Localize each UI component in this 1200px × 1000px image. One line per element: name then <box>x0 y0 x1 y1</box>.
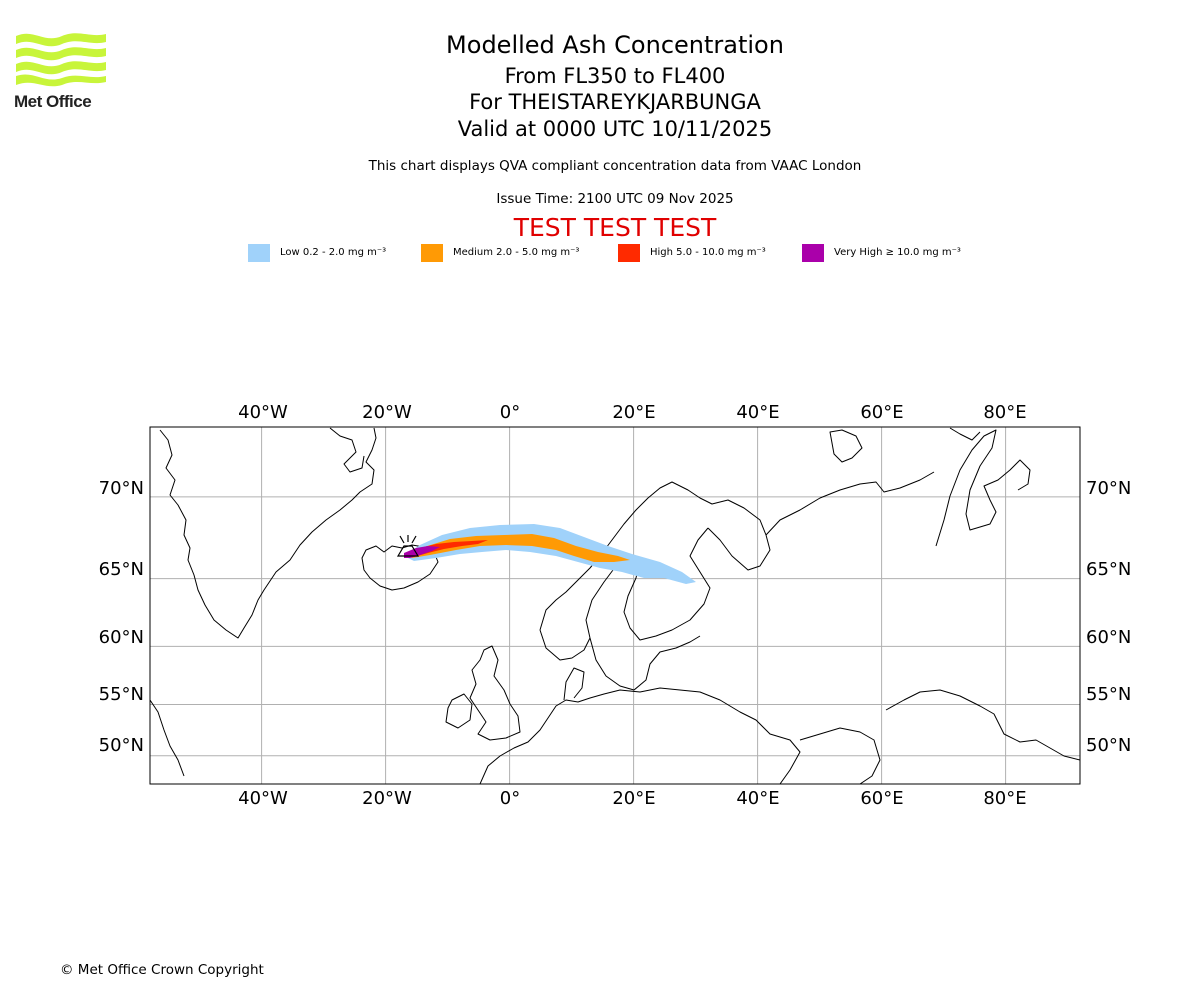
met-office-logo: Met Office <box>14 30 108 112</box>
chart-title: Modelled Ash Concentration <box>446 31 784 59</box>
lat-label-right: 50°N <box>1086 735 1131 756</box>
lat-label-left: 70°N <box>99 478 144 499</box>
coastline-norway-south <box>539 629 591 661</box>
coastline-europe <box>479 687 801 784</box>
lon-label-bottom: 80°E <box>983 788 1026 809</box>
flight-levels: From FL350 to FL400 <box>504 64 726 88</box>
lon-label-top: 0° <box>500 402 520 423</box>
coastline-denmark <box>563 667 585 701</box>
copyright: © Met Office Crown Copyright <box>60 962 264 978</box>
test-banner: TEST TEST TEST <box>513 213 717 242</box>
legend-swatch-very-high <box>802 244 824 262</box>
lat-label-right: 70°N <box>1086 478 1131 499</box>
coastline-baltic <box>589 635 701 691</box>
coastline-novaya-zemlya <box>935 429 1031 547</box>
coastline-labrador <box>150 699 185 777</box>
issue-time: Issue Time: 2100 UTC 09 Nov 2025 <box>496 191 734 207</box>
legend-label-very-high: Very High ≥ 10.0 mg m⁻³ <box>834 247 961 258</box>
volcano-name: For THEISTAREYKJARBUNGA <box>469 90 761 114</box>
lat-label-left: 60°N <box>99 627 144 648</box>
map-frame <box>149 426 1081 785</box>
met-office-waves-icon <box>16 33 106 87</box>
coastline-greenland-north <box>329 427 365 473</box>
legend-swatch-high <box>618 244 640 262</box>
coastline-norway <box>539 481 767 631</box>
coastline-caspian <box>885 689 1080 761</box>
valid-time: Valid at 0000 UTC 10/11/2025 <box>457 117 773 141</box>
legend-swatch-low <box>248 244 270 262</box>
lon-label-bottom: 20°W <box>362 788 412 809</box>
lon-label-top: 40°E <box>736 402 779 423</box>
lat-label-left: 50°N <box>99 735 144 756</box>
coastline-svalbard <box>829 429 863 463</box>
coastline-black-sea <box>799 727 881 784</box>
lat-label-right: 60°N <box>1086 627 1131 648</box>
legend-label-medium: Medium 2.0 - 5.0 mg m⁻³ <box>453 247 580 258</box>
chart-description: This chart displays QVA compliant concen… <box>368 158 862 174</box>
lon-label-top: 60°E <box>860 402 903 423</box>
coastline-britain <box>469 645 521 741</box>
map-gridlines <box>150 427 1080 784</box>
legend-swatch-medium <box>421 244 443 262</box>
lon-label-top: 40°W <box>238 402 288 423</box>
lon-label-top: 20°W <box>362 402 412 423</box>
coastline-arctic-russia <box>765 471 935 536</box>
lon-label-top: 20°E <box>612 402 655 423</box>
lat-label-right: 55°N <box>1086 684 1131 705</box>
coastline-ireland <box>445 693 473 729</box>
lon-label-bottom: 20°E <box>612 788 655 809</box>
coastline-sweden-finland <box>585 527 711 641</box>
volcano-icon <box>396 535 420 557</box>
coastlines <box>150 427 1080 784</box>
legend-label-low: Low 0.2 - 2.0 mg m⁻³ <box>280 247 387 258</box>
ash-map: 40°W 20°W 0° 20°E 40°E 60°E 80°E 40°W 20… <box>99 402 1132 809</box>
lon-label-bottom: 0° <box>500 788 520 809</box>
lon-label-bottom: 40°W <box>238 788 288 809</box>
lon-label-bottom: 60°E <box>860 788 903 809</box>
lat-label-left: 55°N <box>99 684 144 705</box>
legend-label-high: High 5.0 - 10.0 mg m⁻³ <box>650 247 766 258</box>
ash-plume <box>404 524 696 584</box>
lat-label-left: 65°N <box>99 559 144 580</box>
logo-text: Met Office <box>14 92 92 111</box>
ash-low <box>404 524 696 584</box>
coastline-kara-sea <box>949 427 981 441</box>
coastline-kola <box>707 527 771 571</box>
lon-label-top: 80°E <box>983 402 1026 423</box>
lat-label-right: 65°N <box>1086 559 1131 580</box>
ash-medium <box>406 534 630 562</box>
coastline-greenland <box>159 427 377 639</box>
lon-label-bottom: 40°E <box>736 788 779 809</box>
ash-very-high <box>404 546 440 558</box>
